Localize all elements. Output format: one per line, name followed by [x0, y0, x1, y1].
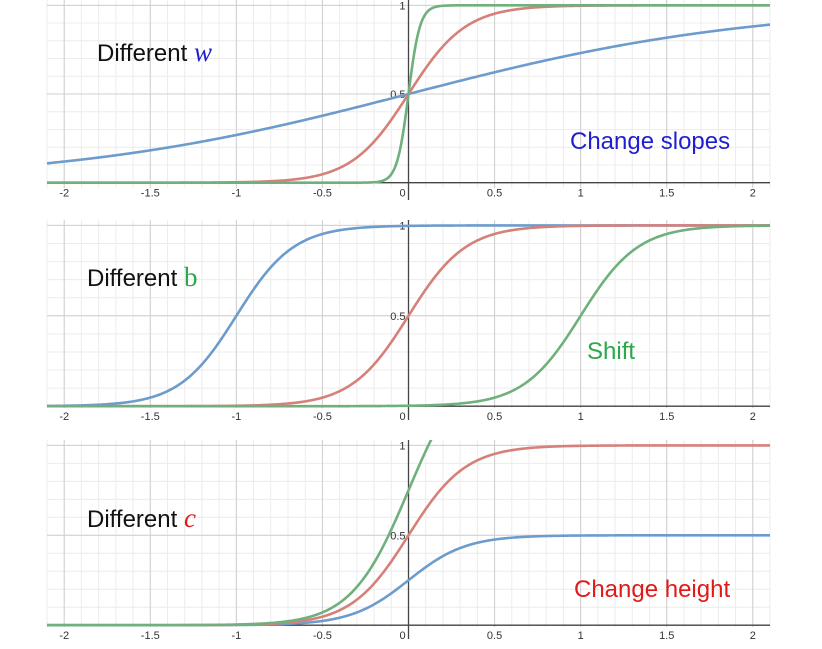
panel-label-prefix: Different [87, 506, 184, 533]
x-tick-label: -0.5 [313, 188, 332, 200]
x-tick-label: -1.5 [141, 630, 160, 642]
y-tick-label: 0.5 [390, 311, 405, 323]
panel-note: Change slopes [570, 128, 731, 155]
chart-panel-different-c: -2 -1.5 -1 -0.5 0 0.5 1 1.5 2 0.5 1 Different c Ch… [0, 440, 822, 649]
x-tick-label: 1 [578, 630, 584, 642]
x-tick-label: 0.5 [487, 188, 502, 200]
panel-note: Shift [587, 338, 636, 365]
panel-label: Different w [97, 37, 212, 68]
x-tick-label: 0 [399, 188, 405, 200]
x-tick-label: 1.5 [659, 630, 674, 642]
panel-label: Different b [87, 262, 197, 293]
chart-plot-different-c: -2 -1.5 -1 -0.5 0 0.5 1 1.5 2 0.5 1 [46, 440, 771, 642]
series-line-green [47, 4, 770, 184]
x-tick-label: 1 [578, 188, 584, 200]
x-tick-label: -1 [231, 630, 241, 642]
x-tick-label: -2 [59, 630, 69, 642]
y-tick-label: 1 [399, 0, 405, 12]
x-tick-label: 0 [399, 630, 405, 642]
x-tick-label: 2 [750, 630, 756, 642]
x-tick-label: 1 [578, 411, 584, 423]
panel-label-variable: b [183, 262, 198, 292]
x-tick-label: 1.5 [659, 188, 674, 200]
chart-panel-different-b: -2 -1.5 -1 -0.5 0 0.5 1 1.5 2 0.5 1 Different b Sh… [0, 220, 822, 430]
series-line-green [47, 440, 433, 627]
x-tick-label: -2 [59, 188, 69, 200]
x-tick-label: 1.5 [659, 411, 674, 423]
x-tick-label: -1 [231, 188, 241, 200]
x-tick-label: -1.5 [141, 188, 160, 200]
panel-label-variable: w [193, 37, 212, 67]
x-tick-label: 2 [750, 411, 756, 423]
y-tick-label: 1 [399, 440, 405, 452]
panel-label-prefix: Different [97, 40, 194, 67]
series-line-green [47, 224, 770, 408]
y-tick-label: 0.5 [390, 530, 405, 542]
x-tick-label: -1.5 [141, 411, 160, 423]
chart-plot-different-w: -2 -1.5 -1 -0.5 0 0.5 1 1.5 20.51 [46, 0, 771, 200]
panel-label-prefix: Different [87, 265, 184, 292]
x-tick-label: -0.5 [313, 630, 332, 642]
x-tick-label: 0.5 [487, 411, 502, 423]
x-tick-label: 2 [750, 188, 756, 200]
panel-label-variable: c [183, 503, 196, 533]
x-tick-label: 0 [399, 411, 405, 423]
x-tick-label: -2 [59, 411, 69, 423]
panel-note: Change height [574, 576, 731, 603]
x-tick-label: 0.5 [487, 630, 502, 642]
chart-panel-different-w: -2 -1.5 -1 -0.5 0 0.5 1 1.5 2 0.5 1 Different w Ch… [0, 0, 822, 210]
chart-plot-different-b: -2 -1.5 -1 -0.5 0 0.5 1 1.5 20.51 [46, 220, 771, 423]
x-tick-label: -0.5 [313, 411, 332, 423]
panel-label: Different c [87, 503, 196, 534]
x-tick-label: -1 [231, 411, 241, 423]
